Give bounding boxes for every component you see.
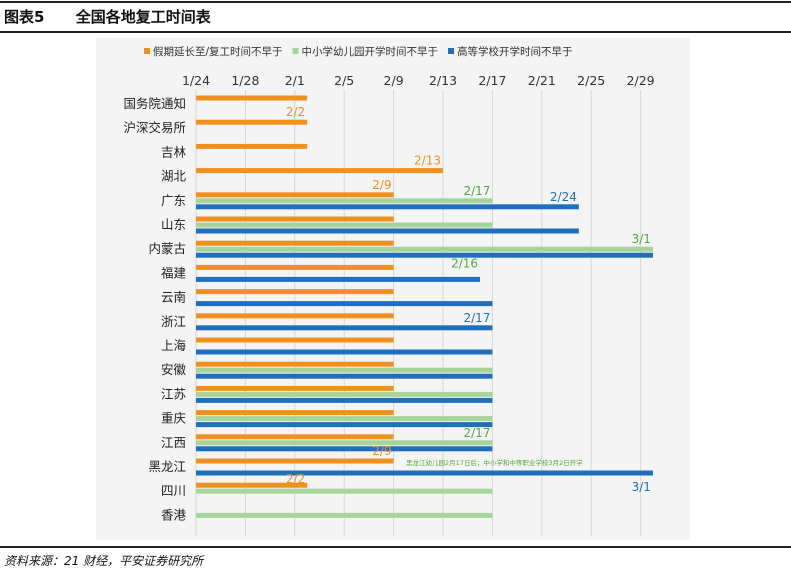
data-label: 2/13: [414, 154, 441, 168]
figure-title-text: 全国各地复工时间表: [75, 8, 211, 26]
figure-title: 图表5 全国各地复工时间表: [4, 6, 211, 27]
bar-series-0: [196, 119, 308, 125]
legend-swatch-2: [448, 48, 455, 54]
bar-series-2: [196, 470, 653, 476]
category-label: 黑龙江: [148, 459, 186, 474]
x-tick-label: 2/9: [384, 73, 404, 88]
bar-series-1: [196, 367, 493, 373]
bar-series-0: [196, 192, 394, 198]
bar-series-1: [196, 246, 653, 252]
category-label: 江西: [161, 435, 186, 450]
bar-series-0: [196, 95, 308, 101]
x-tick-label: 2/17: [478, 73, 506, 88]
category-label: 四川: [161, 483, 186, 498]
bar-series-2: [196, 325, 493, 331]
bar-series-2: [196, 228, 579, 234]
figure-label: 图表5: [4, 8, 45, 26]
bar-series-2: [196, 397, 493, 403]
category-label: 内蒙古: [148, 241, 186, 256]
legend-label-0: 假期延长至/复工时间不早于: [153, 45, 283, 58]
data-label: 2/9: [372, 444, 391, 458]
category-label: 山东: [161, 217, 186, 232]
data-label: 2/17: [463, 426, 490, 440]
annotation-text: 黑龙江幼儿园2月17日后；中小学和中等职业学校3月2日开学: [406, 458, 583, 467]
category-label: 浙江: [161, 314, 186, 329]
bar-series-2: [196, 301, 493, 307]
legend-swatch-1: [292, 48, 299, 54]
bottom-rule: [0, 546, 791, 548]
category-label: 重庆: [161, 411, 187, 426]
bar-series-0: [196, 289, 394, 295]
legend-label-1: 中小学幼儿园开学时间不早于: [302, 45, 439, 58]
category-label: 湖北: [161, 169, 187, 184]
data-label: 2/2: [286, 472, 305, 486]
x-tick-label: 2/29: [627, 73, 655, 88]
bar-series-2: [196, 349, 493, 355]
bar-series-1: [196, 416, 493, 422]
bar-series-1: [196, 222, 493, 228]
bar-series-1: [196, 512, 493, 518]
bar-series-0: [196, 337, 394, 343]
chart-panel: 假期延长至/复工时间不早于 中小学幼儿园开学时间不早于 高等学校开学时间不早于 1/2…: [96, 38, 690, 540]
bar-series-1: [196, 488, 493, 494]
data-label: 3/1: [632, 480, 651, 494]
category-label: 福建: [161, 265, 187, 280]
data-label: 2/24: [550, 190, 577, 204]
category-label: 云南: [161, 290, 186, 305]
data-label: 2/17: [463, 184, 490, 198]
bar-series-0: [196, 216, 394, 222]
legend-swatch-0: [144, 48, 150, 54]
bar-series-0: [196, 143, 308, 149]
x-tick-label: 2/5: [334, 73, 354, 88]
legend-label-2: 高等学校开学时间不早于: [457, 45, 573, 58]
bar-series-0: [196, 385, 394, 391]
bar-series-1: [196, 440, 493, 446]
category-label: 安徽: [161, 362, 187, 377]
category-label: 上海: [161, 338, 187, 353]
data-label: 2/17: [463, 311, 490, 325]
top-rule: [0, 1, 791, 3]
bar-series-0: [196, 410, 394, 416]
bar-series-2: [196, 422, 493, 428]
x-tick-label: 2/25: [577, 73, 605, 88]
data-label: 3/1: [632, 232, 651, 246]
bar-series-1: [196, 391, 493, 397]
x-tick-label: 2/13: [429, 73, 457, 88]
bar-series-0: [196, 458, 394, 464]
category-label: 广东: [161, 193, 186, 208]
x-tick-label: 2/21: [528, 73, 556, 88]
category-label: 香港: [161, 507, 187, 522]
bar-series-2: [196, 373, 493, 379]
data-label: 2/9: [372, 178, 391, 192]
source-note: 资料来源：21 财经，平安证券研究所: [4, 554, 204, 568]
x-tick-label: 1/24: [182, 73, 210, 88]
bar-series-0: [196, 482, 308, 488]
category-label: 吉林: [161, 144, 187, 159]
bar-series-2: [196, 276, 481, 282]
title-rule: [0, 31, 791, 33]
category-label: 沪深交易所: [123, 120, 186, 135]
data-label: 2/16: [451, 256, 478, 270]
bar-series-0: [196, 240, 394, 246]
bar-series-0: [196, 434, 394, 440]
bar-series-1: [196, 198, 493, 204]
x-tick-label: 2/1: [285, 73, 305, 88]
bar-series-2: [196, 252, 653, 258]
x-tick-label: 1/28: [231, 73, 259, 88]
bar-series-0: [196, 264, 394, 270]
bar-series-2: [196, 204, 579, 210]
category-label: 江苏: [161, 386, 186, 401]
bar-series-2: [196, 446, 493, 452]
category-label: 国务院通知: [123, 96, 186, 111]
chart-canvas: 假期延长至/复工时间不早于 中小学幼儿园开学时间不早于 高等学校开学时间不早于 1/2…: [123, 45, 655, 536]
data-label: 2/2: [286, 105, 305, 119]
bar-series-0: [196, 168, 443, 174]
bar-series-0: [196, 313, 394, 319]
bar-series-0: [196, 361, 394, 367]
